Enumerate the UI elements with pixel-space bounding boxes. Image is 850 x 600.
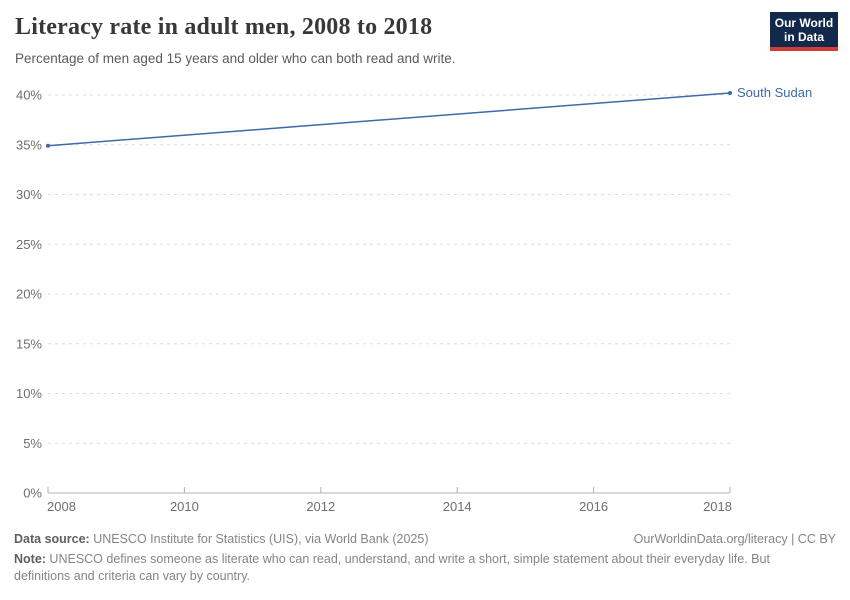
owid-logo-line1: Our World — [774, 16, 834, 30]
series-line-south-sudan[interactable] — [47, 92, 731, 147]
license-link[interactable]: OurWorldinData.org/literacy | CC BY — [633, 532, 836, 546]
y-tick-label-10: 10% — [16, 386, 42, 401]
y-tick-label-5: 5% — [23, 436, 42, 451]
y-tick-label-40: 40% — [16, 88, 42, 103]
y-tick-label-0: 0% — [23, 486, 42, 501]
series-label-south-sudan: South Sudan — [737, 85, 813, 100]
x-tick-label-2008: 2008 — [47, 499, 76, 514]
y-tick-label-30: 30% — [16, 187, 42, 202]
series-endpoint-dot-1 — [728, 91, 732, 96]
owid-logo-line2: in Data — [783, 30, 824, 44]
chart-title: Literacy rate in adult men, 2008 to 2018 — [15, 14, 433, 40]
chart-footer: Data source: UNESCO Institute for Statis… — [14, 531, 836, 585]
x-tick-label-2012: 2012 — [306, 499, 335, 514]
note-value: UNESCO defines someone as literate who c… — [14, 552, 770, 583]
owid-logo[interactable]: Our World in Data — [770, 12, 838, 51]
y-tick-label-35: 35% — [16, 137, 42, 152]
data-source-value: UNESCO Institute for Statistics (UIS), v… — [89, 532, 429, 546]
x-tick-label-2010: 2010 — [170, 499, 199, 514]
x-tick-label-2016: 2016 — [579, 499, 608, 514]
series-endpoint-dot-0 — [46, 143, 50, 148]
data-source-label: Data source: — [14, 532, 90, 546]
y-tick-label-15: 15% — [16, 336, 42, 351]
x-tick-label-2014: 2014 — [443, 499, 472, 514]
y-tick-label-20: 20% — [16, 287, 42, 302]
data-source-text: Data source: UNESCO Institute for Statis… — [14, 531, 429, 548]
x-tick-label-2018: 2018 — [703, 499, 732, 514]
chart-subtitle: Percentage of men aged 15 years and olde… — [15, 51, 456, 66]
footer-source-row: Data source: UNESCO Institute for Statis… — [14, 531, 836, 548]
y-tick-label-25: 25% — [16, 237, 42, 252]
note-label: Note: — [14, 552, 46, 566]
footer-note: Note: UNESCO defines someone as literate… — [14, 551, 819, 585]
